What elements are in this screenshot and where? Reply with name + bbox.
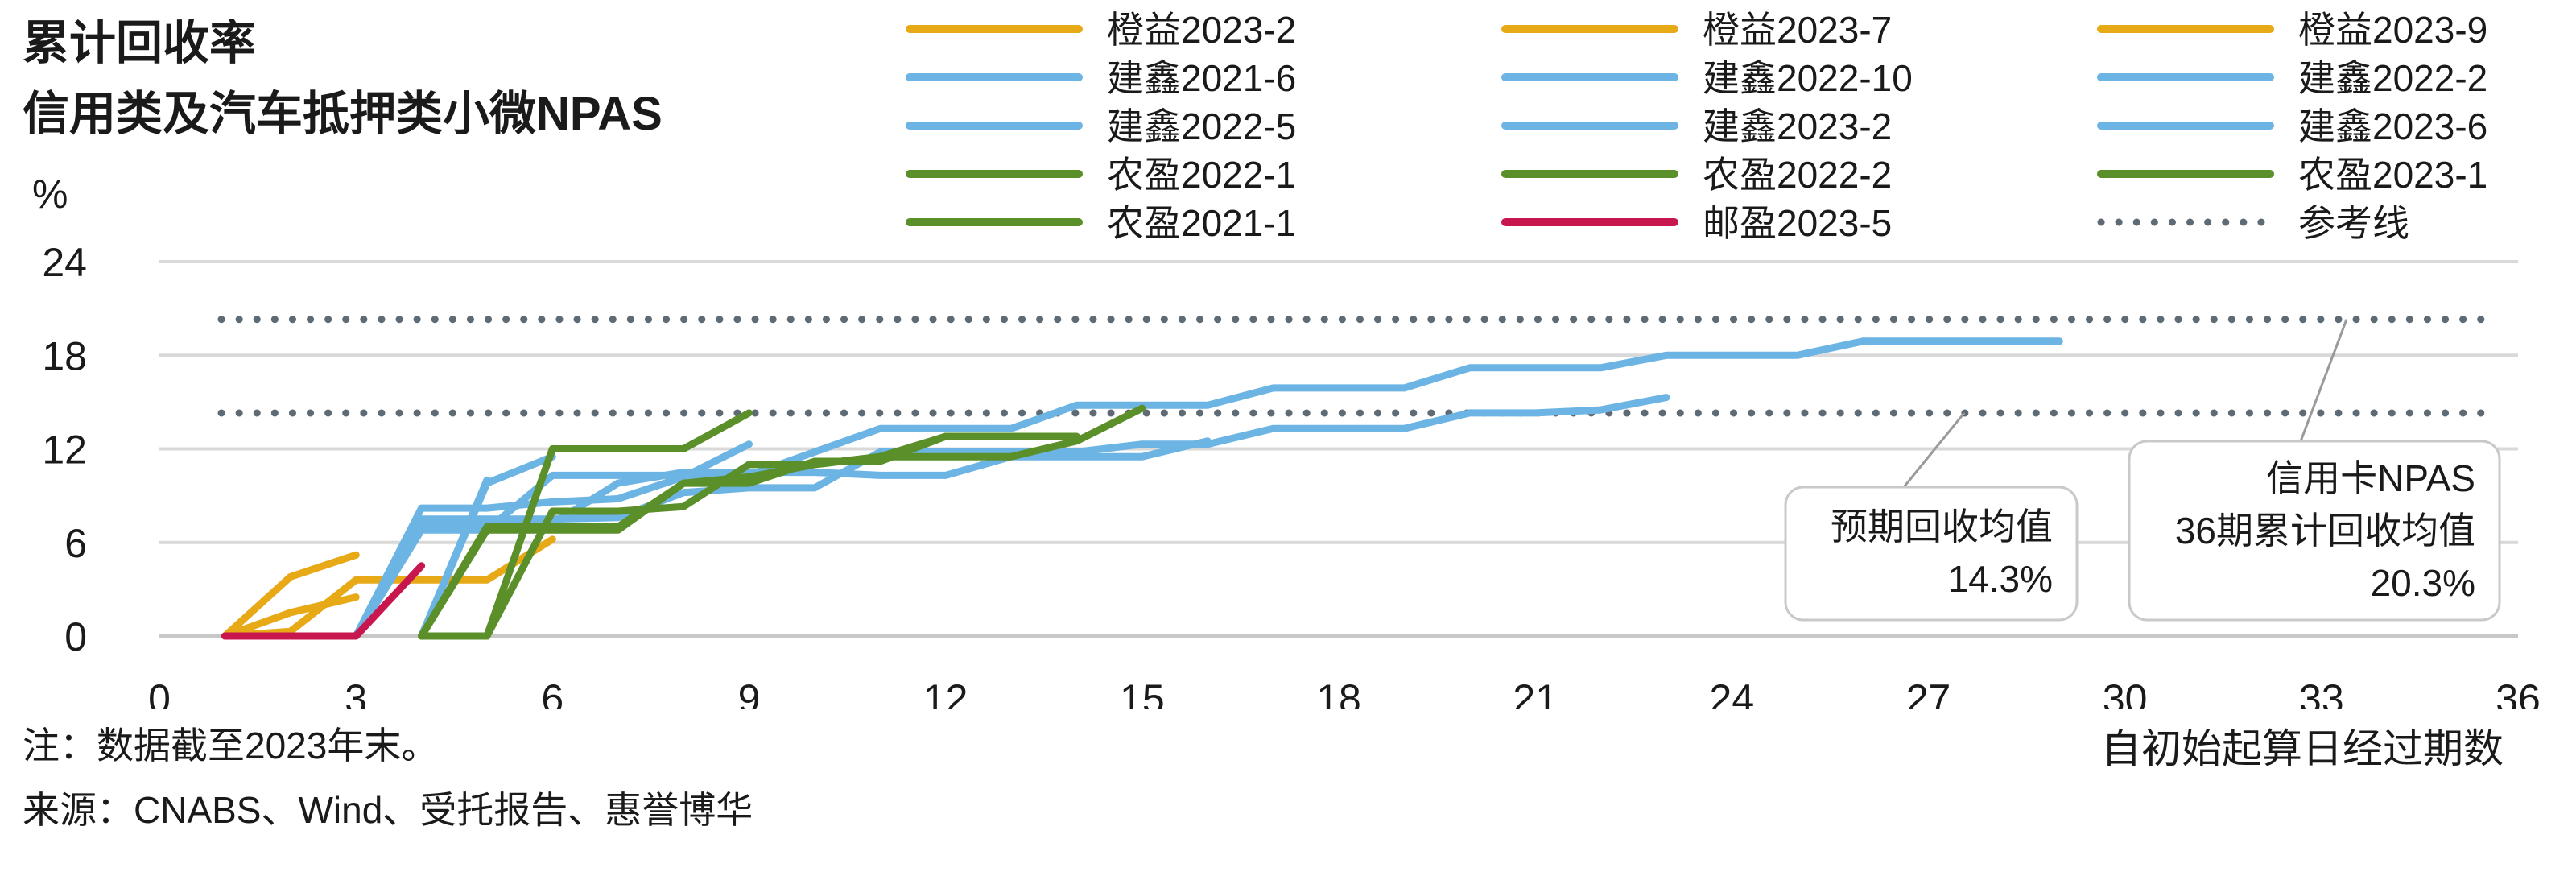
- x-tick-label: 21: [1513, 676, 1558, 709]
- legend: 橙益2023-2 橙益2023-7 橙益2023-9 建鑫2021-6 建鑫2022-1…: [906, 9, 2487, 244]
- legend-label: 建鑫2022-10: [1703, 57, 1913, 99]
- legend-label: 建鑫2023-2: [1703, 105, 1892, 147]
- legend-label: 农盈2023-1: [2298, 154, 2487, 196]
- chart-title: 累计回收率: [23, 17, 257, 69]
- series-line: [221, 593, 360, 640]
- x-tick-label: 9: [738, 676, 761, 709]
- x-tick-label: 3: [345, 676, 367, 709]
- x-axis-title: 自初始起算日经过期数: [2101, 726, 2504, 771]
- x-tick-label: 36: [2496, 676, 2541, 709]
- callouts: 预期回收均值 14.3% 信用卡NPAS 36期累计回收均值 20.3%: [1784, 319, 2501, 622]
- series-line: [418, 404, 1146, 640]
- y-tick-label: 6: [64, 521, 87, 566]
- legend-label: 农盈2021-1: [1107, 202, 1296, 244]
- series-lines: [221, 337, 2063, 640]
- x-tick-label: 30: [2103, 676, 2148, 709]
- legend-label: 邮盈2023-5: [1703, 202, 1892, 244]
- series-line: [352, 337, 2063, 640]
- x-tick-label: 27: [1906, 676, 1951, 709]
- x-tick-label: 15: [1120, 676, 1165, 709]
- callout-label: 信用卡NPAS: [2266, 457, 2475, 499]
- x-tick-label: 0: [148, 676, 171, 709]
- legend-label: 建鑫2023-6: [2298, 105, 2487, 147]
- legend-label: 农盈2022-2: [1703, 154, 1892, 196]
- x-tick-label: 18: [1316, 676, 1361, 709]
- legend-label: 建鑫2022-5: [1107, 105, 1296, 147]
- source-note: 来源：CNABS、Wind、受托报告、惠誉博华: [23, 789, 753, 831]
- y-axis-unit: %: [32, 171, 68, 217]
- x-tick-label: 12: [923, 676, 968, 709]
- series-line: [418, 432, 1015, 640]
- series-line: [221, 562, 426, 640]
- legend-label: 橙益2023-9: [2298, 9, 2487, 51]
- legend-label: 橙益2023-7: [1703, 9, 1892, 51]
- chart-subtitle: 信用类及汽车抵押类小微NPAS: [23, 88, 663, 140]
- legend-label: 建鑫2022-2: [2298, 57, 2487, 99]
- legend-label: 农盈2022-1: [1107, 154, 1296, 196]
- callout-value: 20.3%: [2371, 562, 2475, 604]
- series-line: [221, 551, 360, 640]
- callout-label: 预期回收均值: [1831, 506, 2053, 548]
- y-tick-label: 0: [64, 614, 87, 659]
- series-line: [221, 394, 1670, 640]
- legend-label: 建鑫2021-6: [1107, 57, 1296, 99]
- y-tick-label: 18: [42, 333, 87, 378]
- callout-box: [2128, 440, 2501, 622]
- callout-leader: [2299, 319, 2348, 442]
- callout-leader: [1902, 411, 1966, 488]
- y-tick-label: 12: [42, 428, 87, 473]
- legend-label: 参考线: [2298, 202, 2409, 244]
- reference-lines: [217, 316, 2500, 417]
- x-tick-label: 33: [2299, 676, 2344, 709]
- callout-label: 36期累计回收均值: [2175, 510, 2475, 552]
- series-line: [418, 452, 556, 640]
- y-tick-label: 24: [42, 240, 87, 285]
- callout-value: 14.3%: [1948, 558, 2053, 600]
- x-tick-label: 24: [1710, 676, 1755, 709]
- x-tick-label: 6: [541, 676, 564, 709]
- note: 注：数据截至2023年末。: [23, 725, 439, 766]
- callout-box: [1784, 486, 2079, 622]
- legend-label: 橙益2023-2: [1107, 9, 1296, 51]
